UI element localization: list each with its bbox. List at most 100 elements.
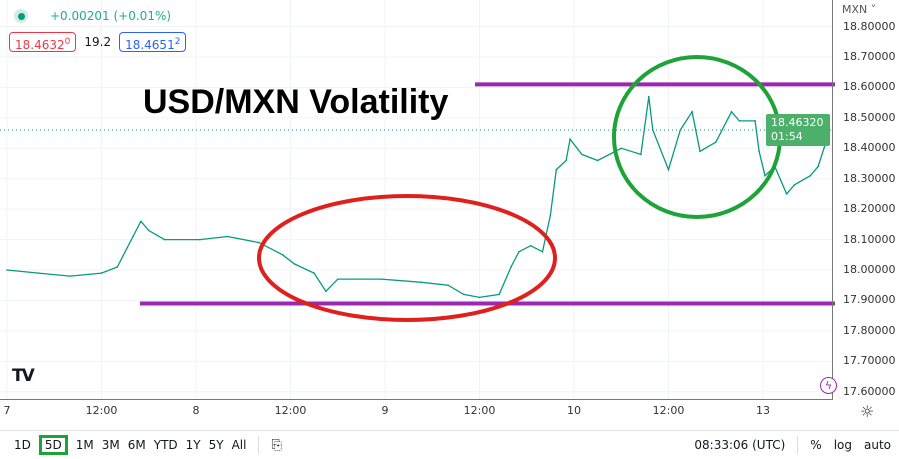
price-point xyxy=(785,193,788,195)
divider xyxy=(258,436,260,454)
y-tick-label: 18.60000 xyxy=(843,80,896,94)
price-point xyxy=(419,281,422,283)
last-price: 18.46320 xyxy=(771,116,824,129)
price-point xyxy=(69,275,71,277)
price-point xyxy=(462,293,465,296)
buy-button[interactable]: 18.46512 xyxy=(119,32,187,52)
price-point xyxy=(640,153,642,156)
price-point xyxy=(313,272,315,274)
price-chart[interactable] xyxy=(0,0,899,400)
price-point xyxy=(541,250,544,253)
price-point xyxy=(679,129,682,131)
price-point xyxy=(699,150,701,153)
price-point xyxy=(758,150,760,153)
clock-time[interactable]: 08:33:06 (UTC) xyxy=(694,438,786,452)
price-point xyxy=(764,174,766,177)
y-tick-label: 17.90000 xyxy=(843,293,896,307)
settings-gear-icon[interactable]: ☼ xyxy=(860,402,875,421)
percent-toggle[interactable]: % xyxy=(810,438,822,452)
price-point xyxy=(809,174,812,177)
y-tick-label: 17.70000 xyxy=(843,354,896,368)
time-axis-border xyxy=(0,399,832,400)
last-price-label: 18.46320 01:54 xyxy=(766,114,830,146)
y-tick-label: 18.50000 xyxy=(843,110,896,124)
price-point xyxy=(518,250,520,253)
price-point xyxy=(226,235,229,238)
price-point xyxy=(738,120,741,122)
price-point xyxy=(730,110,733,113)
y-tick-label: 18.80000 xyxy=(843,19,896,33)
range-button-6m[interactable]: 6M xyxy=(127,438,146,452)
y-tick-label: 18.70000 xyxy=(843,50,896,63)
price-point xyxy=(336,278,339,280)
y-tick-label: 18.20000 xyxy=(843,202,896,216)
price-point xyxy=(648,95,650,98)
price-point xyxy=(258,241,260,244)
auto-toggle[interactable]: auto xyxy=(863,438,891,452)
price-point xyxy=(793,184,796,186)
x-tick-label: 12:00 xyxy=(463,404,496,417)
log-toggle[interactable]: log xyxy=(833,438,852,452)
spread: 19.2 xyxy=(84,35,112,49)
currency-selector[interactable]: MXN ˅ xyxy=(842,3,877,16)
range-button-1d[interactable]: 1D xyxy=(14,438,31,452)
market-status-icon xyxy=(14,9,28,23)
y-tick-label: 18.30000 xyxy=(843,171,896,185)
range-button-1y[interactable]: 1Y xyxy=(185,438,201,452)
x-tick-label: 7 xyxy=(3,404,11,417)
price-point xyxy=(620,147,623,150)
x-tick-label: 8 xyxy=(192,404,200,417)
divider xyxy=(797,436,799,454)
price-point xyxy=(147,229,150,232)
x-tick-label: 12:00 xyxy=(274,404,307,417)
y-tick-label: 18.40000 xyxy=(843,141,896,155)
price-point xyxy=(651,129,654,131)
price-point xyxy=(163,238,166,241)
buy-price-pip: 2 xyxy=(174,37,181,47)
price-point xyxy=(132,235,134,238)
bar-countdown: 01:54 xyxy=(771,130,803,143)
price-point xyxy=(714,141,717,144)
buy-price: 18.4651 xyxy=(125,38,175,52)
legend: +0.00201 (+0.01%) xyxy=(14,9,171,23)
range-button-3m[interactable]: 3M xyxy=(101,438,120,452)
price-point xyxy=(549,214,552,217)
x-tick-label: 13 xyxy=(756,404,770,417)
price-point xyxy=(380,278,382,280)
sell-price-pip: 0 xyxy=(64,37,71,47)
price-point xyxy=(754,120,756,122)
price-point xyxy=(498,293,500,296)
bottom-toolbar: 1D 5D 1M 3M 6M YTD 1Y 5Y All ⎘ 08:33:06 (UTC) % … xyxy=(0,430,899,459)
price-point xyxy=(581,153,583,156)
price-point xyxy=(596,159,599,162)
price-point xyxy=(100,272,103,274)
annotation-title: USD/MXN Volatility xyxy=(143,83,449,121)
price-point xyxy=(555,168,558,171)
price-point xyxy=(667,168,670,171)
y-tick-label: 18.00000 xyxy=(843,263,896,276)
lightning-icon[interactable]: ϟ xyxy=(820,377,837,394)
tradingview-logo[interactable]: TV xyxy=(12,366,35,386)
price-point xyxy=(6,269,8,271)
range-button-5y[interactable]: 5Y xyxy=(208,438,224,452)
range-button-1m[interactable]: 1M xyxy=(75,438,94,452)
range-button-ytd[interactable]: YTD xyxy=(153,438,178,452)
price-point xyxy=(293,263,296,265)
price-point xyxy=(817,165,819,168)
price-axis-border xyxy=(832,0,833,400)
x-tick-label: 10 xyxy=(567,404,581,417)
range-button-all[interactable]: All xyxy=(231,438,247,452)
price-point xyxy=(140,220,142,223)
x-tick-label: 9 xyxy=(381,404,389,417)
trade-boxes: 18.46320 19.2 18.46512 xyxy=(9,32,187,52)
price-point xyxy=(569,138,571,140)
sell-button[interactable]: 18.46320 xyxy=(9,32,77,52)
price-point xyxy=(447,284,449,287)
y-tick-label: 17.80000 xyxy=(843,323,896,337)
price-point xyxy=(691,110,693,113)
x-tick-label: 12:00 xyxy=(652,404,685,417)
range-button-5d[interactable]: 5D xyxy=(38,435,68,455)
price-point xyxy=(37,272,40,274)
price-point xyxy=(510,266,512,268)
date-range-icon[interactable]: ⎘ xyxy=(271,437,282,453)
